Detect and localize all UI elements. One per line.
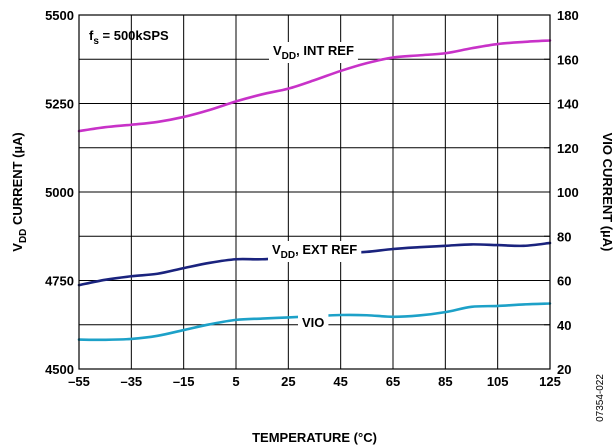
y-right-tick-label: 120: [557, 141, 579, 156]
x-tick-label: –15: [173, 374, 195, 389]
y-right-tick-label: 80: [557, 229, 571, 244]
annotation-int-ref-background: [269, 42, 358, 63]
y-left-tick-label: 4750: [45, 274, 74, 289]
annotation-ext-ref-background: [268, 241, 362, 262]
annotation-vdd-ext-ref: VDD, EXT REF: [272, 242, 357, 261]
y-left-title-main: V: [10, 243, 25, 252]
ann-fs-sub: s: [93, 36, 99, 47]
x-tick-label: 85: [438, 374, 452, 389]
series-line-vdd-int-ref: [77, 39, 552, 133]
y-left-tick-label: 5000: [45, 185, 74, 200]
annotation-vio: VIO: [302, 315, 324, 330]
y-right-tick-label: 40: [557, 318, 571, 333]
annotation-sample-rate: fs = 500kSPS: [89, 28, 169, 47]
annotation-vio-background: [298, 314, 329, 331]
y-right-tick-label: 60: [557, 274, 571, 289]
y-axis-right-title: VIO CURRENT (µA): [600, 133, 615, 252]
y-left-tick-label: 5500: [45, 8, 74, 23]
y-right-tick-label: 20: [557, 362, 571, 377]
x-tick-label: 65: [386, 374, 400, 389]
x-tick-label: 125: [539, 374, 561, 389]
x-tick-label: 5: [232, 374, 239, 389]
ann-int-main: V: [273, 43, 282, 58]
y-right-tick-label: 140: [557, 97, 579, 112]
figure-id: 07354-022: [595, 374, 606, 422]
y-right-tick-label: 160: [557, 52, 579, 67]
ann-ext-rest: , EXT REF: [295, 242, 357, 257]
tick-marks: [79, 14, 550, 370]
x-tick-label: –55: [68, 374, 90, 389]
ann-ext-main: V: [272, 242, 281, 257]
ann-fs-main: f: [89, 28, 94, 43]
x-tick-label: 25: [281, 374, 295, 389]
ann-int-rest: , INT REF: [296, 43, 354, 58]
x-tick-label: –35: [120, 374, 142, 389]
y-right-tick-label: 100: [557, 185, 579, 200]
ann-fs-rest: = 500kSPS: [99, 28, 169, 43]
x-tick-label: 45: [333, 374, 347, 389]
y-axis-left-title: VDD CURRENT (µA): [10, 132, 29, 251]
ann-ext-sub: DD: [281, 250, 295, 261]
y-left-title-rest: CURRENT (µA): [10, 132, 25, 228]
y-left-title-sub: DD: [18, 229, 29, 243]
ann-int-sub: DD: [282, 51, 296, 62]
y-left-tick-label: 5250: [45, 97, 74, 112]
x-axis-title: TEMPERATURE (°C): [252, 430, 377, 445]
annotation-vdd-int-ref: VDD, INT REF: [273, 43, 354, 62]
x-tick-label: 105: [487, 374, 509, 389]
y-right-tick-label: 180: [557, 8, 579, 23]
y-left-tick-label: 4500: [45, 362, 74, 377]
